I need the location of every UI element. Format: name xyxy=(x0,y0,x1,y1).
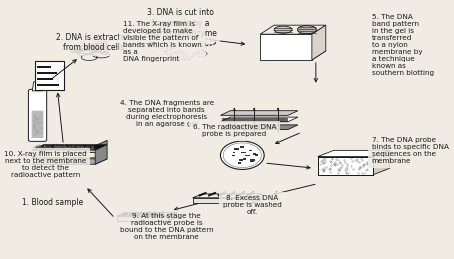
Polygon shape xyxy=(312,25,326,60)
Polygon shape xyxy=(318,156,374,175)
Text: 6. The radioactive DNA
probe is prepared: 6. The radioactive DNA probe is prepared xyxy=(192,124,276,137)
Polygon shape xyxy=(318,150,390,156)
Polygon shape xyxy=(169,212,177,221)
Bar xyxy=(37,72,57,74)
Text: 11. The X-ray film is
developed to make
visible the pattern of
bands which is kn: 11. The X-ray film is developed to make … xyxy=(123,21,202,62)
Text: 10. X-ray film is placed
next to the membrane
to detect the
radioactive pattern: 10. X-ray film is placed next to the mem… xyxy=(4,152,87,178)
Polygon shape xyxy=(32,145,107,150)
Text: 5. The DNA
band pattern
in the gel is
transferred
to a nylon
membrane by
a techn: 5. The DNA band pattern in the gel is tr… xyxy=(371,13,434,76)
FancyBboxPatch shape xyxy=(35,61,64,90)
Polygon shape xyxy=(252,194,262,203)
Bar xyxy=(232,155,235,156)
Bar xyxy=(232,152,235,153)
Text: 8. Excess DNA
probe is washed
off.: 8. Excess DNA probe is washed off. xyxy=(223,195,281,215)
Polygon shape xyxy=(117,216,169,221)
Circle shape xyxy=(221,141,264,169)
Bar xyxy=(245,155,250,156)
Polygon shape xyxy=(32,82,43,91)
Polygon shape xyxy=(221,125,298,130)
Text: 3. DNA is cut into
fragments by a
restriction enzyme: 3. DNA is cut into fragments by a restri… xyxy=(145,9,217,38)
Bar xyxy=(37,78,53,80)
Circle shape xyxy=(223,143,262,168)
Text: 9. At this stage the
radioactive probe is
bound to the DNA pattern
on the membra: 9. At this stage the radioactive probe i… xyxy=(120,213,213,240)
Bar xyxy=(238,162,241,164)
Polygon shape xyxy=(192,198,252,203)
Polygon shape xyxy=(260,51,326,60)
Bar xyxy=(250,159,255,161)
Text: 1. Blood sample: 1. Blood sample xyxy=(22,198,83,207)
Bar xyxy=(254,154,257,155)
Bar xyxy=(255,154,258,156)
Text: 2. DNA is extracted
from blood cells: 2. DNA is extracted from blood cells xyxy=(56,33,130,52)
Polygon shape xyxy=(221,117,298,122)
Bar xyxy=(243,159,246,160)
Text: 7. The DNA probe
binds to specific DNA
sequences on the
membrane: 7. The DNA probe binds to specific DNA s… xyxy=(371,137,449,164)
Bar xyxy=(253,154,256,155)
Bar xyxy=(250,160,254,162)
FancyBboxPatch shape xyxy=(29,89,47,141)
Text: 4. The DNA fragments are
separated into bands
during electrophoresis
in an agaro: 4. The DNA fragments are separated into … xyxy=(120,100,214,127)
Polygon shape xyxy=(32,153,107,158)
Polygon shape xyxy=(260,25,326,34)
Polygon shape xyxy=(374,150,390,175)
Polygon shape xyxy=(192,194,262,198)
Polygon shape xyxy=(95,140,107,164)
Polygon shape xyxy=(117,212,177,216)
Bar xyxy=(239,159,243,161)
Ellipse shape xyxy=(297,26,316,34)
Polygon shape xyxy=(221,111,298,115)
Polygon shape xyxy=(260,34,312,60)
Bar xyxy=(241,152,246,153)
Bar xyxy=(240,146,244,148)
Bar xyxy=(233,148,238,150)
Bar xyxy=(37,66,51,68)
Bar xyxy=(37,84,59,86)
Bar xyxy=(249,150,252,151)
Polygon shape xyxy=(32,159,107,164)
Ellipse shape xyxy=(274,26,292,33)
FancyBboxPatch shape xyxy=(32,111,44,138)
